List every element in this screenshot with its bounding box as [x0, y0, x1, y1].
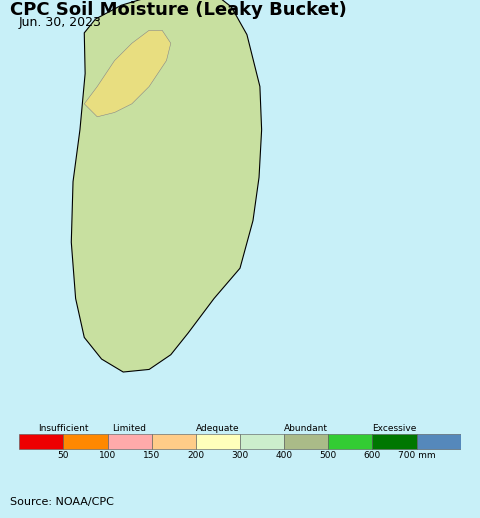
Bar	[372, 435, 417, 450]
Text: 150: 150	[143, 451, 160, 460]
Bar	[328, 435, 372, 450]
Bar	[63, 435, 108, 450]
Text: Insufficient: Insufficient	[38, 424, 89, 433]
Text: 50: 50	[58, 451, 69, 460]
Polygon shape	[84, 30, 171, 117]
Bar	[196, 435, 240, 450]
Text: Limited: Limited	[113, 424, 146, 433]
Text: 100: 100	[99, 451, 116, 460]
Text: Source: NOAA/CPC: Source: NOAA/CPC	[10, 497, 113, 507]
Text: Abundant: Abundant	[284, 424, 328, 433]
Polygon shape	[0, 0, 80, 61]
Text: 500: 500	[320, 451, 337, 460]
Text: Jun. 30, 2023: Jun. 30, 2023	[18, 16, 101, 28]
Text: Adequate: Adequate	[196, 424, 240, 433]
Polygon shape	[72, 0, 262, 372]
Text: 400: 400	[276, 451, 293, 460]
Bar	[417, 435, 461, 450]
Text: CPC Soil Moisture (Leaky Bucket): CPC Soil Moisture (Leaky Bucket)	[10, 1, 347, 19]
Bar	[19, 435, 63, 450]
Text: Excessive: Excessive	[372, 424, 417, 433]
Text: 700 mm: 700 mm	[398, 451, 435, 460]
Text: 200: 200	[187, 451, 204, 460]
Bar	[152, 435, 196, 450]
Bar	[108, 435, 152, 450]
Bar	[284, 435, 328, 450]
Text: 300: 300	[231, 451, 249, 460]
Bar	[240, 435, 284, 450]
Text: 600: 600	[364, 451, 381, 460]
